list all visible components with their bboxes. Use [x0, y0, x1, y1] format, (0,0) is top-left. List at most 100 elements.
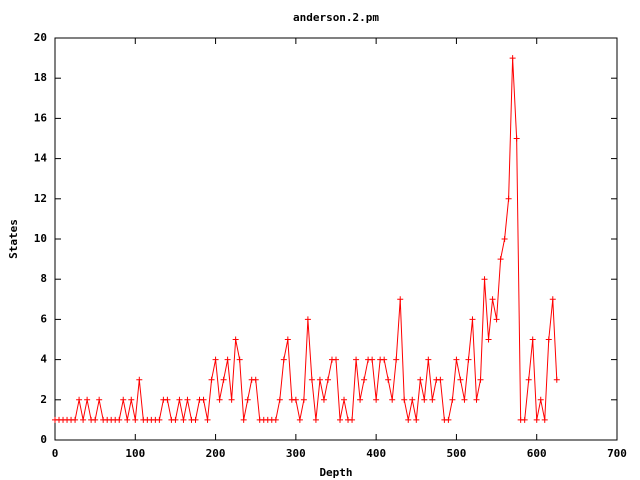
point-marker [180, 416, 187, 423]
y-tick-label: 0 [40, 433, 47, 446]
point-marker [553, 376, 560, 383]
point-marker [172, 416, 179, 423]
point-marker [417, 376, 424, 383]
point-marker [385, 376, 392, 383]
y-axis-label: States [7, 219, 20, 259]
point-marker [525, 376, 532, 383]
point-marker [489, 296, 496, 303]
point-marker [369, 356, 376, 363]
point-marker [405, 416, 412, 423]
point-marker [92, 416, 99, 423]
point-marker [300, 396, 307, 403]
point-marker [240, 416, 247, 423]
point-marker [497, 256, 504, 263]
point-marker [505, 195, 512, 202]
y-tick-label: 20 [34, 31, 47, 44]
point-marker [421, 396, 428, 403]
point-marker [72, 416, 79, 423]
point-marker [401, 396, 408, 403]
x-tick-label: 0 [52, 447, 59, 460]
x-tick-label: 500 [446, 447, 466, 460]
y-tick-label: 12 [34, 192, 47, 205]
point-marker [353, 356, 360, 363]
point-marker [312, 416, 319, 423]
x-tick-label: 400 [366, 447, 386, 460]
point-marker [397, 296, 404, 303]
y-tick-label: 2 [40, 393, 47, 406]
point-marker [493, 316, 500, 323]
y-tick-label: 6 [40, 312, 47, 325]
point-marker [228, 396, 235, 403]
point-marker [324, 376, 331, 383]
point-marker [116, 416, 123, 423]
y-tick-label: 16 [34, 111, 48, 124]
point-marker [477, 376, 484, 383]
x-tick-label: 700 [607, 447, 627, 460]
point-marker [156, 416, 163, 423]
point-marker [220, 376, 227, 383]
point-marker [292, 396, 299, 403]
x-axis-label: Depth [319, 466, 352, 479]
point-marker [413, 416, 420, 423]
point-marker [529, 336, 536, 343]
point-marker [461, 396, 468, 403]
point-marker [501, 236, 508, 242]
point-marker [373, 396, 380, 403]
point-marker [521, 416, 528, 423]
x-tick-label: 100 [125, 447, 145, 460]
y-tick-label: 14 [34, 152, 48, 165]
point-marker [473, 396, 480, 403]
point-marker [208, 376, 215, 383]
point-marker [200, 396, 207, 403]
x-tick-label: 300 [286, 447, 306, 460]
point-marker [409, 396, 416, 403]
point-marker [164, 396, 171, 403]
point-marker [316, 376, 323, 383]
point-marker [381, 356, 388, 363]
point-marker [465, 356, 472, 363]
point-marker [437, 376, 444, 383]
point-marker [296, 416, 303, 423]
point-marker [236, 356, 243, 363]
point-marker [541, 416, 548, 423]
point-marker [128, 396, 135, 403]
point-marker [469, 316, 476, 323]
point-marker [453, 356, 460, 363]
point-marker [280, 356, 287, 363]
x-tick-label: 600 [527, 447, 547, 460]
point-marker [537, 396, 544, 403]
point-marker [393, 356, 400, 363]
point-marker [224, 356, 231, 363]
point-marker [304, 316, 311, 323]
point-marker [252, 376, 259, 383]
point-marker [533, 416, 540, 423]
point-marker [445, 416, 452, 423]
point-marker [80, 416, 87, 423]
x-tick-label: 200 [206, 447, 226, 460]
point-marker [244, 396, 251, 403]
point-marker [341, 396, 348, 403]
y-tick-label: 18 [34, 71, 47, 84]
point-marker [481, 276, 488, 283]
point-marker [192, 416, 199, 423]
y-tick-label: 8 [40, 272, 47, 285]
point-marker [136, 376, 143, 383]
chart-title: anderson.2.pm [293, 11, 379, 24]
point-marker [76, 396, 83, 403]
point-marker [184, 396, 191, 403]
point-marker [308, 376, 315, 383]
point-marker [120, 396, 127, 403]
point-marker [389, 396, 396, 403]
y-tick-label: 10 [34, 232, 47, 245]
point-marker [176, 396, 183, 403]
point-marker [509, 55, 516, 62]
point-marker [349, 416, 356, 423]
point-marker [429, 396, 436, 403]
point-marker [333, 356, 339, 363]
data-line [55, 58, 558, 421]
point-marker [337, 416, 344, 423]
point-marker [357, 396, 364, 403]
point-marker [513, 135, 520, 142]
point-marker [272, 416, 279, 423]
